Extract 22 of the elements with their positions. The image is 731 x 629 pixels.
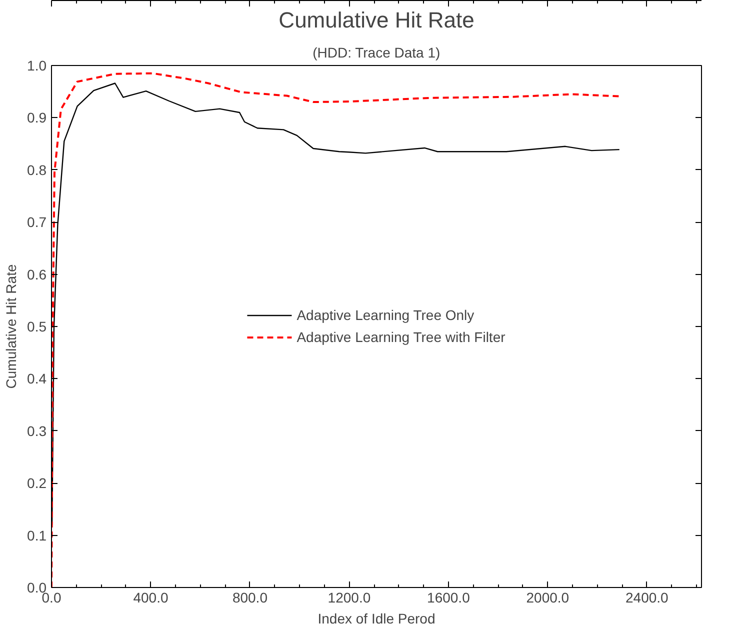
x-tick-label: 1200.0 [328,590,371,606]
x-tick-label: 2000.0 [526,590,570,606]
y-tick-label: 0.4 [27,370,47,387]
y-tick-label: 0.9 [27,110,47,126]
x-axis-title: Index of Idle Perod [318,610,436,626]
x-tick-label: 1600.0 [427,590,470,606]
y-tick-label: 0.3 [27,422,47,439]
y-tick-label: 1.0 [27,58,47,74]
legend-label: Adaptive Learning Tree with Filter [296,329,506,345]
y-tick-label: 0.2 [27,475,47,492]
y-tick-label: 0.7 [27,214,47,230]
x-tick-label: 800.0 [232,590,268,606]
legend-label: Adaptive Learning Tree Only [296,307,474,323]
y-tick-label: 0.6 [27,266,47,282]
x-tick-label: 2400.0 [626,590,669,606]
chart-title: Cumulative Hit Rate [278,8,474,32]
y-tick-label: 0.8 [27,162,47,178]
y-axis-title: Cumulative Hit Rate [3,264,20,389]
y-tick-label: 0.5 [27,318,47,334]
x-tick-label: 400.0 [133,590,168,606]
y-tick-label: 0.1 [27,527,47,544]
chart-subtitle: (HDD: Trace Data 1) [312,44,440,60]
